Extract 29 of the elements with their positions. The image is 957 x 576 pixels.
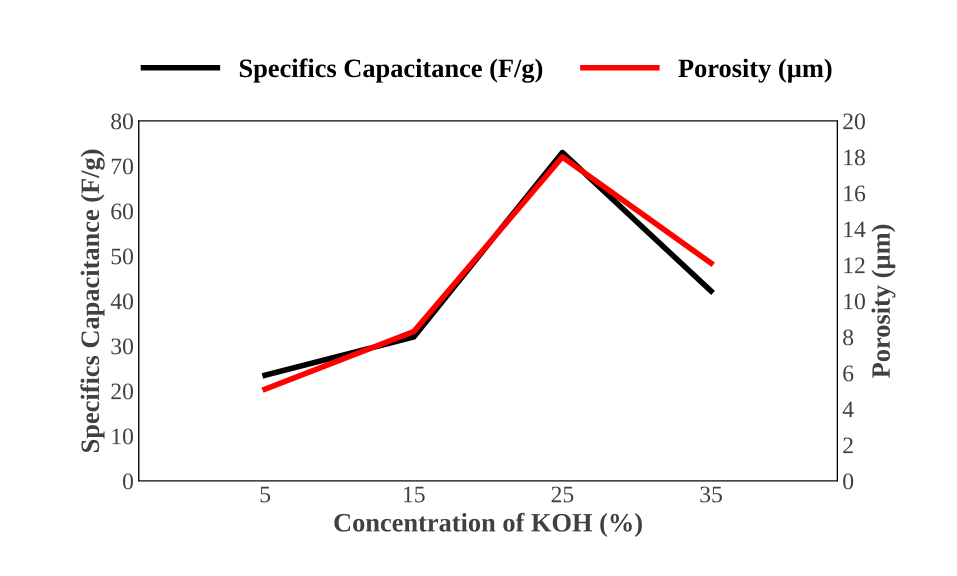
y-axis-title: Specifics Capacitance (F/g)	[80, 150, 105, 452]
legend-label: Specifics Capacitance (F/g)	[240, 58, 542, 83]
y2-tick-label: 16	[844, 186, 866, 202]
y-tick-label: 80	[111, 113, 134, 130]
y-tick-label: 40	[110, 293, 134, 310]
x-axis-title: Concentration of KOH (%)	[334, 512, 642, 537]
y-tick-label: 50	[112, 248, 134, 264]
x-tick-label: 35	[700, 486, 722, 502]
y-tick-label: 0	[123, 473, 134, 490]
y-tick-label: 10	[112, 428, 134, 444]
y2-tick-label: 0	[843, 473, 854, 490]
y2-tick-label: 4	[842, 402, 854, 418]
y2-tick-label: 20	[843, 113, 865, 130]
y2-tick-label: 14	[844, 222, 866, 238]
y2-tick-label: 18	[844, 149, 865, 166]
y-tick-label: 30	[111, 338, 134, 354]
y2-tick-label: 10	[844, 293, 865, 310]
y2-tick-label: 8	[843, 329, 854, 346]
y-tick-label: 70	[112, 158, 134, 174]
y2-tick-label: 12	[844, 258, 865, 274]
x-tick-label: 15	[404, 486, 425, 502]
y-tick-label: 20	[111, 383, 134, 400]
x-tick-label: 25	[552, 486, 574, 502]
y2-tick-label: 6	[843, 366, 854, 382]
y-tick-label: 60	[111, 203, 134, 220]
y2-tick-label: 2	[843, 438, 853, 454]
legend-label: Porosity (µm)	[678, 58, 832, 83]
x-tick-label: 5	[260, 486, 270, 502]
y2-axis-title: Porosity (µm)	[871, 224, 896, 378]
